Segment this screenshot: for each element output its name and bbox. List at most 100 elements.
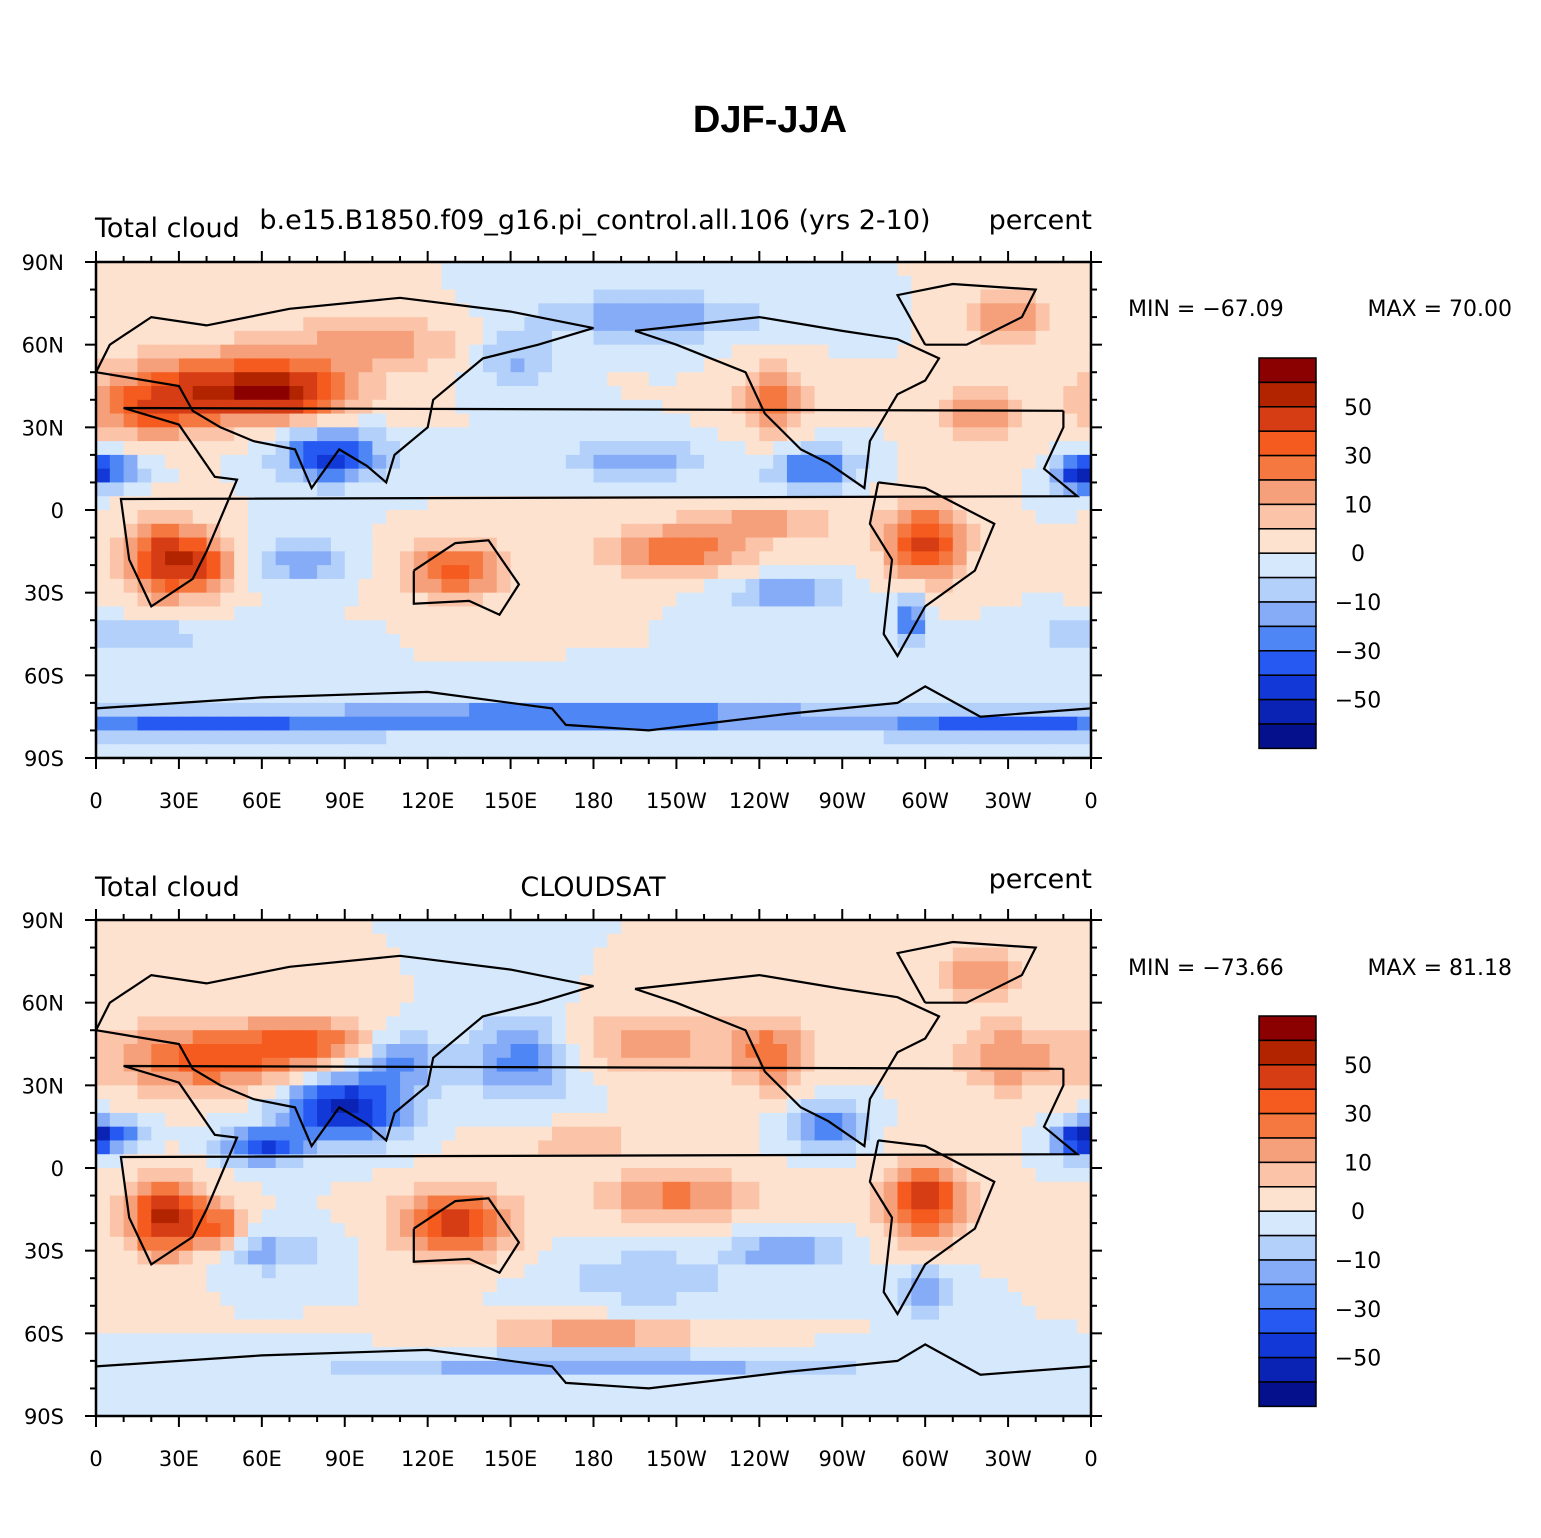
- field-cell: [123, 975, 139, 990]
- field-cell: [441, 1250, 456, 1266]
- field-cell: [344, 716, 360, 732]
- field-cell: [994, 1030, 1009, 1045]
- field-cell: [275, 344, 291, 360]
- field-cell: [178, 1112, 194, 1128]
- field-cell: [538, 1099, 553, 1114]
- field-cell: [358, 565, 373, 580]
- field-cell: [178, 344, 194, 360]
- field-cell: [828, 510, 843, 525]
- field-cell: [883, 947, 899, 962]
- field-cell: [828, 1292, 843, 1307]
- field-cell: [469, 441, 484, 456]
- field-cell: [109, 592, 125, 608]
- field-cell: [897, 730, 912, 745]
- field-cell: [248, 1181, 263, 1197]
- field-cell: [773, 1126, 788, 1142]
- field-cell: [510, 1292, 525, 1307]
- field-cell: [704, 344, 719, 360]
- field-cell: [455, 920, 470, 935]
- field-cell: [938, 510, 954, 525]
- field-cell: [469, 1071, 484, 1086]
- field-cell: [786, 689, 802, 704]
- field-cell: [372, 1002, 387, 1018]
- field-cell: [579, 1278, 595, 1293]
- field-cell: [786, 702, 802, 718]
- field-cell: [455, 1195, 470, 1210]
- field-cell: [123, 1319, 139, 1334]
- field-cell: [510, 1099, 525, 1114]
- field-cell: [178, 537, 194, 552]
- field-cell: [510, 988, 525, 1004]
- field-cell: [289, 1168, 304, 1183]
- field-cell: [96, 413, 111, 428]
- field-cell: [538, 716, 553, 732]
- field-cell: [552, 1057, 567, 1073]
- field-cell: [344, 1292, 360, 1307]
- field-cell: [676, 961, 691, 976]
- field-cell: [165, 1264, 180, 1279]
- field-cell: [800, 427, 816, 442]
- field-cell: [911, 468, 926, 484]
- field-cell: [303, 947, 318, 962]
- field-cell: [800, 1140, 816, 1155]
- field-cell: [1077, 1126, 1092, 1142]
- field-cell: [579, 551, 595, 566]
- field-cell: [1063, 1223, 1078, 1238]
- field-cell: [745, 1236, 760, 1252]
- field-cell: [731, 1030, 747, 1045]
- field-cell: [925, 1333, 940, 1348]
- field-cell: [178, 551, 194, 566]
- field-cell: [883, 661, 899, 676]
- field-cell: [400, 961, 415, 976]
- field-cell: [593, 303, 608, 318]
- field-cell: [911, 482, 926, 497]
- field-cell: [413, 1181, 429, 1197]
- field-cell: [151, 1099, 166, 1114]
- field-cell: [538, 1168, 553, 1183]
- field-cell: [137, 1223, 152, 1238]
- field-cell: [1035, 262, 1051, 277]
- field-cell: [178, 1168, 194, 1183]
- field-cell: [1021, 647, 1037, 663]
- field-cell: [220, 1071, 235, 1086]
- field-cell: [220, 961, 235, 976]
- field-cell: [1008, 399, 1023, 415]
- field-cell: [372, 1292, 387, 1307]
- field-cell: [966, 961, 982, 976]
- field-cell: [469, 482, 484, 497]
- field-cell: [123, 661, 139, 676]
- field-cell: [206, 716, 221, 732]
- field-cell: [178, 592, 194, 608]
- field-cell: [137, 1209, 152, 1224]
- field-cell: [469, 730, 484, 745]
- field-cell: [248, 468, 263, 484]
- field-cell: [109, 399, 125, 415]
- field-cell: [800, 413, 816, 428]
- field-cell: [1077, 1112, 1092, 1128]
- field-cell: [1021, 468, 1037, 484]
- field-cell: [413, 1168, 429, 1183]
- field-cell: [123, 344, 139, 360]
- field-cell: [1035, 661, 1051, 676]
- field-cell: [856, 399, 871, 415]
- field-cell: [151, 1305, 166, 1321]
- field-cell: [648, 1333, 664, 1348]
- field-cell: [165, 1209, 180, 1224]
- field-cell: [952, 372, 968, 387]
- field-cell: [842, 551, 857, 566]
- field-cell: [123, 634, 139, 649]
- field-cell: [621, 947, 636, 962]
- field-cell: [524, 454, 539, 470]
- field-cell: [869, 1016, 885, 1031]
- field-cell: [952, 1126, 968, 1142]
- field-cell: [690, 399, 705, 415]
- field-cell: [883, 262, 899, 277]
- field-cell: [413, 565, 429, 580]
- field-cell: [400, 1099, 415, 1114]
- field-cell: [524, 358, 539, 373]
- field-cell: [828, 961, 843, 976]
- field-cell: [344, 661, 360, 676]
- field-cell: [1063, 1002, 1078, 1018]
- field-cell: [427, 1223, 443, 1238]
- field-cell: [96, 1044, 111, 1059]
